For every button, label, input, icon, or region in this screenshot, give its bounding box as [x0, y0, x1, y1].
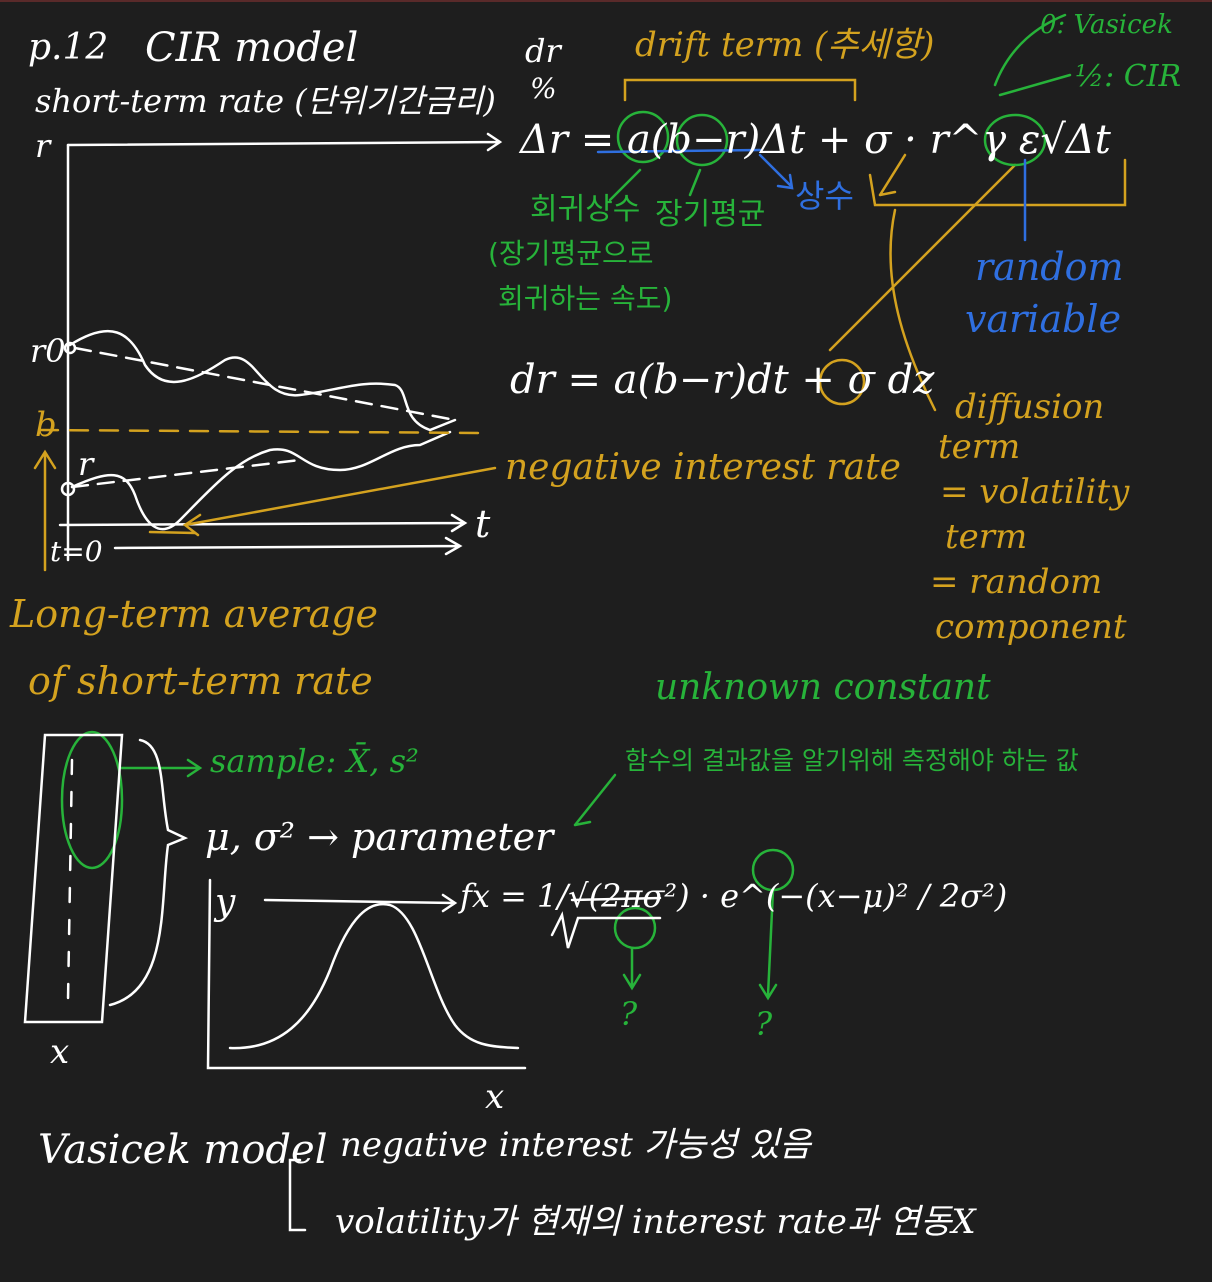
- r-trend: [70, 458, 302, 489]
- long-term-mean-line: [38, 428, 487, 435]
- sigma-question: ?: [620, 995, 638, 1033]
- diffusion-label-1: diffusion: [955, 387, 1105, 427]
- dr-label: dr: [525, 32, 561, 70]
- random-variable-label-2: variable: [965, 297, 1122, 341]
- summary-model: Vasicek model: [38, 1127, 328, 1173]
- graph2-y-label: y: [215, 882, 236, 923]
- negative-rate-label: negative interest rate: [505, 447, 901, 488]
- mu-question: ?: [755, 1005, 773, 1043]
- graph1-y-label: r: [35, 127, 51, 165]
- sample-x-label: x: [50, 1032, 70, 1072]
- sample-box: [23, 733, 124, 1024]
- graph1-time-arrow: [113, 536, 463, 556]
- r-path: [70, 430, 452, 531]
- epsilon-circle: [983, 113, 1047, 167]
- continuous-equation: dr = a(b−r)dt + σ dz: [510, 357, 935, 403]
- graph1-top-arrow: [66, 132, 503, 152]
- y-to-fx-arrow: [263, 893, 458, 913]
- sigma-arrow: [878, 153, 907, 197]
- r0-point: [63, 341, 77, 355]
- long-term-avg-label-2: of short-term rate: [28, 659, 373, 703]
- unknown-constant-note: 함수의 결과값을 알기위해 측정해야 하는 값: [625, 746, 1079, 775]
- graph2-x-label: x: [485, 1077, 505, 1117]
- drift-term-label: drift term (추세항): [635, 25, 935, 65]
- graph1-x-label: t: [475, 502, 491, 546]
- sigma-down-arrow: [622, 946, 642, 991]
- long-term-mean-label: 장기평균: [655, 197, 766, 232]
- diffusion-label-4: term: [945, 517, 1028, 557]
- sample-label: sample: X̄, s²: [210, 742, 419, 780]
- page-ref: p.12: [28, 27, 109, 68]
- sigma-circle: [613, 906, 657, 950]
- t0-label: t=0: [50, 535, 103, 568]
- unknown-arrow: [573, 773, 617, 827]
- mu-down-arrow: [758, 888, 778, 1001]
- discrete-equation: Δr = a(b−r)Δt + σ · r^γ ε√Δt: [520, 117, 1111, 163]
- diffusion-label-6: component: [935, 607, 1127, 647]
- top-border: [0, 0, 1212, 2]
- density-formula: fx = 1/√(2πσ²) · e^(−(x−μ)² / 2σ²): [460, 877, 1008, 915]
- diffusion-label-3: = volatility: [940, 472, 1130, 512]
- r0-label: r0: [30, 332, 66, 370]
- graph2-axes: [206, 878, 527, 1070]
- long-term-avg-label-1: Long-term average: [10, 592, 379, 636]
- summary-point-1: negative interest 가능성 있음: [340, 1125, 811, 1165]
- a-circle: [616, 110, 670, 164]
- bell-curve: [228, 902, 520, 1050]
- page-subtitle: short-term rate (단위기간금리): [35, 82, 496, 120]
- b-circle: [675, 113, 729, 167]
- constant-label: 상수: [795, 177, 854, 215]
- sqrt-sign: [550, 911, 662, 949]
- dz-circle: [818, 358, 866, 406]
- diffusion-label-5: = random: [930, 562, 1103, 602]
- random-variable-label-1: random: [975, 245, 1124, 289]
- diffusion-bracket: [868, 158, 1127, 207]
- diffusion-callout: [889, 208, 937, 412]
- negative-rate-arrow: [182, 466, 497, 537]
- summary-bracket: [288, 1158, 307, 1232]
- graph1-x-axis: [58, 513, 468, 533]
- gamma-vasicek-label: 0: Vasicek: [1040, 10, 1173, 40]
- fraction-line: [570, 896, 662, 902]
- r-point: [60, 481, 76, 497]
- unknown-constant-label: unknown constant: [655, 667, 991, 708]
- b-label: b: [35, 405, 57, 445]
- dz-link: [828, 163, 1017, 352]
- page-title: CIR model: [145, 25, 359, 71]
- r0-trend: [73, 346, 457, 422]
- sample-circle: [60, 730, 124, 870]
- drift-bracket: [623, 78, 857, 102]
- negative-rate-dip: [148, 530, 197, 535]
- reversion-note-1: (장기평균으로: [488, 237, 654, 270]
- gamma-arrow-cir: [998, 73, 1072, 97]
- long-term-mean-marker: [33, 449, 57, 572]
- reversion-label: 회귀상수: [530, 192, 641, 227]
- blue-underline: [596, 148, 762, 154]
- b-arrow: [688, 168, 702, 197]
- reversion-note-2: 회귀하는 속도): [498, 282, 673, 315]
- sample-dashes: [66, 758, 74, 1002]
- sample-brace: [108, 738, 189, 1007]
- diffusion-label-2: term: [938, 427, 1021, 467]
- gamma-cir-label: ½: CIR: [1075, 59, 1182, 94]
- constant-arrow: [758, 153, 794, 190]
- percent-label: %: [530, 72, 557, 105]
- r0-path: [68, 329, 457, 432]
- r-label: r: [78, 445, 94, 483]
- summary-point-2: volatility가 현재의 interest rate과 연동X: [335, 1202, 976, 1242]
- a-arrow: [608, 168, 642, 202]
- gamma-arrow-vasicek: [993, 13, 1067, 87]
- parameter-label: μ, σ² → parameter: [205, 815, 554, 859]
